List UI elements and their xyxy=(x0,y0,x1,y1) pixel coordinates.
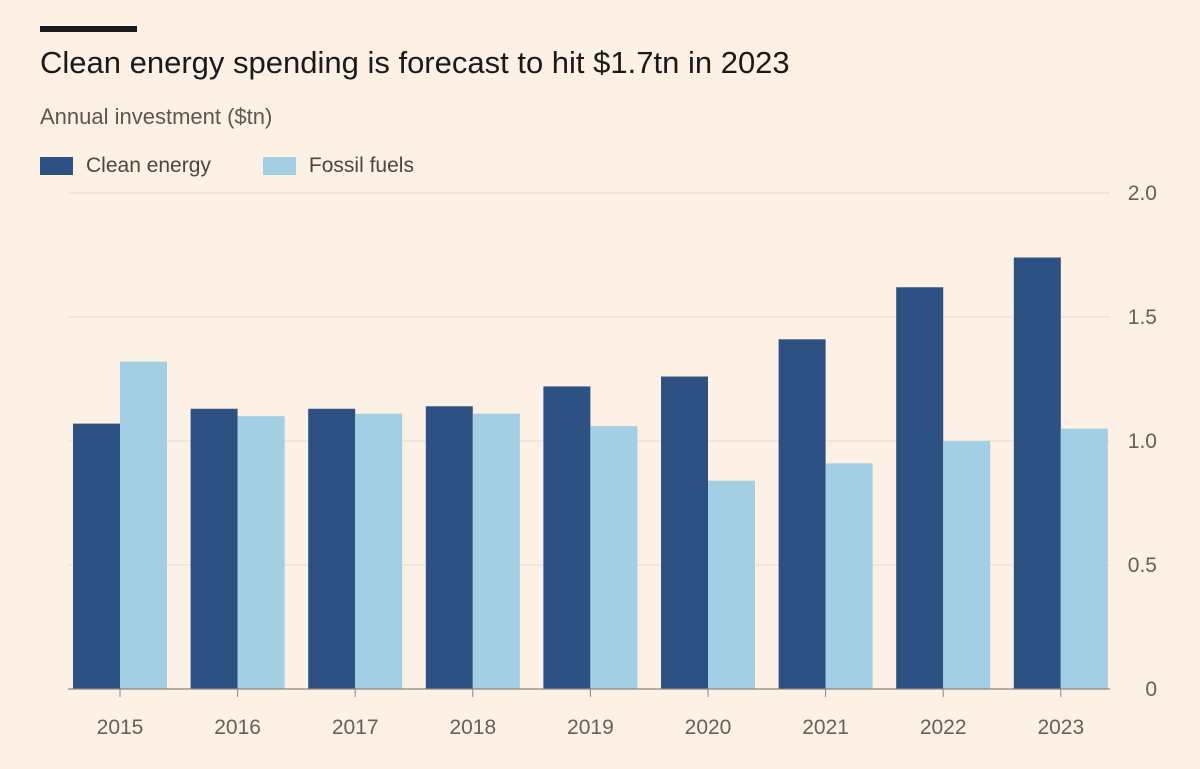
bar-clean-energy-2023 xyxy=(1013,257,1061,689)
legend-swatch-fossil-fuels xyxy=(262,157,296,175)
bar-clean-energy-2022 xyxy=(896,287,944,689)
x-tick-label: 2023 xyxy=(1037,716,1084,739)
y-tick-label: 0 xyxy=(1145,678,1157,701)
header-rule xyxy=(40,26,137,32)
bar-fossil-fuels-2021 xyxy=(825,463,873,689)
bar-fossil-fuels-2023 xyxy=(1060,428,1108,689)
x-tick-label: 2015 xyxy=(97,716,144,739)
bar-clean-energy-2015 xyxy=(73,423,120,689)
y-tick-label: 1.0 xyxy=(1128,430,1157,453)
x-tick-label: 2021 xyxy=(802,716,849,739)
y-tick-label: 1.5 xyxy=(1128,306,1157,329)
y-tick-label: 0.5 xyxy=(1128,554,1157,577)
bar-fossil-fuels-2022 xyxy=(943,441,991,689)
chart-subtitle: Annual investment ($tn) xyxy=(40,104,273,129)
legend-label-fossil-fuels: Fossil fuels xyxy=(308,154,414,177)
x-tick-label: 2022 xyxy=(920,716,967,739)
x-tick-label: 2018 xyxy=(449,716,496,739)
bar-clean-energy-2018 xyxy=(425,406,473,689)
legend-swatch-clean-energy xyxy=(40,157,73,175)
bar-clean-energy-2017 xyxy=(308,408,356,689)
bar-fossil-fuels-2018 xyxy=(472,413,520,689)
x-tick-label: 2019 xyxy=(567,716,614,739)
bar-clean-energy-2021 xyxy=(778,339,826,689)
x-tick-label: 2016 xyxy=(214,716,261,739)
chart-title: Clean energy spending is forecast to hit… xyxy=(40,45,790,80)
x-tick-label: 2017 xyxy=(332,716,379,739)
bar-clean-energy-2016 xyxy=(190,408,238,689)
bar-fossil-fuels-2020 xyxy=(708,480,755,689)
bar-fossil-fuels-2017 xyxy=(355,413,403,689)
legend-label-clean-energy: Clean energy xyxy=(86,154,211,177)
legend: Clean energy Fossil fuels xyxy=(40,154,466,178)
bar-clean-energy-2019 xyxy=(543,386,591,689)
y-tick-label: 2.0 xyxy=(1128,182,1157,205)
bar-fossil-fuels-2019 xyxy=(590,426,638,689)
legend-item-fossil-fuels: Fossil fuels xyxy=(262,154,414,178)
legend-item-clean-energy: Clean energy xyxy=(40,154,211,178)
x-tick-label: 2020 xyxy=(685,716,732,739)
bar-clean-energy-2020 xyxy=(661,376,708,689)
bar-fossil-fuels-2016 xyxy=(237,416,285,689)
bar-fossil-fuels-2015 xyxy=(120,361,167,689)
